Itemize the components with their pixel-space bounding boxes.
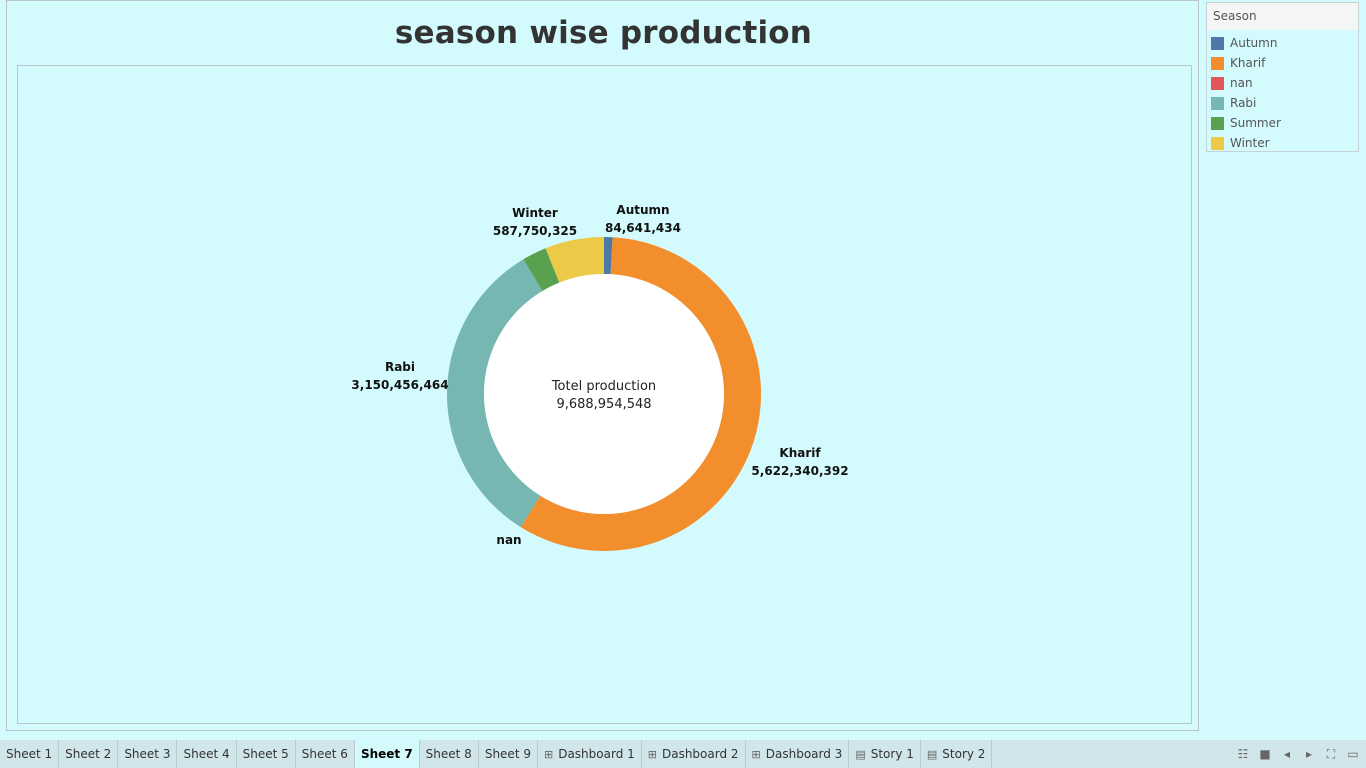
center-value: 9,688,954,548: [556, 397, 651, 412]
story-icon: ▤: [926, 747, 938, 761]
fit-screen-icon[interactable]: ⛶: [1326, 746, 1336, 761]
tab-controls: ☷ ■ ◂ ▸ ⛶ ▭: [1236, 740, 1360, 768]
tab-story-2[interactable]: ▤ Story 2: [921, 740, 993, 768]
legend-label: Summer: [1230, 116, 1281, 130]
tab-story-1[interactable]: ▤ Story 1: [849, 740, 921, 768]
center-label: Totel production: [551, 379, 656, 394]
slice-rabi[interactable]: [446, 259, 543, 528]
story-icon: ▤: [855, 747, 866, 761]
legend-swatch: [1211, 36, 1224, 50]
legend-item-summer[interactable]: Summer: [1207, 113, 1358, 133]
slice-value-autumn: 84,641,434: [605, 221, 681, 235]
tab-label: Sheet 9: [484, 747, 531, 761]
tab-label: Dashboard 3: [765, 747, 843, 761]
slice-label-nan: nan: [496, 533, 521, 547]
tab-label: Sheet 2: [65, 747, 112, 761]
legend-item-kharif[interactable]: Kharif: [1207, 53, 1358, 73]
tab-label: Dashboard 1: [558, 747, 635, 761]
legend-swatch: [1211, 96, 1224, 110]
donut-chart: Autumn 84,641,434 Kharif 5,622,340,392 nan Ra…: [351, 203, 849, 552]
legend-swatch: [1211, 136, 1224, 150]
next-sheet-icon[interactable]: ▸: [1305, 747, 1313, 761]
legend-title: Season: [1207, 3, 1358, 30]
slice-value-kharif: 5,622,340,392: [751, 464, 848, 478]
tab-label: Dashboard 2: [661, 747, 739, 761]
legend-label: Winter: [1230, 136, 1270, 150]
presentation-mode-icon[interactable]: ▭: [1347, 747, 1359, 761]
legend-item-rabi[interactable]: Rabi: [1207, 93, 1358, 113]
tab-sheet-9[interactable]: Sheet 9: [479, 740, 538, 768]
legend-item-winter[interactable]: Winter: [1207, 133, 1358, 153]
legend-item-autumn[interactable]: Autumn: [1207, 33, 1358, 53]
previous-sheet-icon[interactable]: ◂: [1283, 747, 1291, 761]
dashboard-icon: ⊞: [647, 747, 657, 761]
tab-sheet-4[interactable]: Sheet 4: [177, 740, 237, 768]
tab-label: Sheet 3: [124, 747, 171, 761]
legend[interactable]: Season Autumn Kharif nan Rabi Summer Winter: [1206, 2, 1359, 152]
tab-sheet-5[interactable]: Sheet 5: [237, 740, 296, 768]
tab-dashboard-1[interactable]: ⊞ Dashboard 1: [538, 740, 642, 768]
show-filmstrip-icon[interactable]: ☷: [1237, 747, 1249, 761]
slice-value-winter: 587,750,325: [493, 224, 577, 238]
slice-kharif[interactable]: [520, 237, 762, 552]
slice-value-rabi: 3,150,456,464: [351, 378, 448, 392]
legend-label: Autumn: [1230, 36, 1278, 50]
legend-label: Rabi: [1230, 96, 1257, 110]
slice-label-rabi: Rabi: [385, 360, 415, 374]
plot-area: Autumn 84,641,434 Kharif 5,622,340,392 nan Ra…: [17, 65, 1192, 724]
donut-hole: [484, 274, 724, 514]
chart-title: season wise production: [394, 15, 813, 51]
tab-sheet-6[interactable]: Sheet 6: [296, 740, 355, 768]
slice-summer[interactable]: [523, 248, 560, 292]
tab-sheet-8[interactable]: Sheet 8: [420, 740, 479, 768]
dashboard-icon: ⊞: [543, 747, 554, 761]
show-tabs-icon[interactable]: ■: [1259, 747, 1271, 761]
tab-label: Sheet 7: [360, 747, 413, 761]
dashboard-icon: ⊞: [751, 747, 761, 761]
legend-swatch: [1211, 56, 1224, 70]
slice-label-winter: Winter: [512, 206, 558, 220]
worksheet: season wise production Autumn 84,641,434 K…: [6, 0, 1199, 731]
tab-label: Sheet 1: [6, 747, 53, 761]
slice-label-autumn: Autumn: [616, 203, 669, 217]
tab-dashboard-2[interactable]: ⊞ Dashboard 2: [642, 740, 746, 768]
legend-label: nan: [1230, 76, 1253, 90]
tab-label: Story 1: [870, 747, 914, 761]
legend-item-nan[interactable]: nan: [1207, 73, 1358, 93]
tab-sheet-1[interactable]: Sheet 1: [0, 740, 60, 768]
tab-label: Sheet 8: [425, 747, 472, 761]
tab-dashboard-3[interactable]: ⊞ Dashboard 3: [746, 740, 850, 768]
slice-winter[interactable]: [545, 237, 604, 283]
tab-sheet-3[interactable]: Sheet 3: [118, 740, 178, 768]
tab-label: Sheet 6: [301, 747, 348, 761]
legend-swatch: [1211, 76, 1224, 90]
tab-label: Sheet 5: [242, 747, 289, 761]
tab-sheet-7[interactable]: Sheet 7: [354, 740, 420, 768]
sheet-tab-bar: Sheet 1 Sheet 2 Sheet 3 Sheet 4 Sheet 5 Sheet…: [0, 740, 1366, 768]
legend-label: Kharif: [1230, 56, 1266, 70]
tab-label: Story 2: [942, 747, 986, 761]
tab-sheet-2[interactable]: Sheet 2: [59, 740, 119, 768]
slice-label-kharif: Kharif: [779, 446, 821, 460]
legend-swatch: [1211, 116, 1224, 130]
tab-label: Sheet 4: [183, 747, 230, 761]
slice-autumn[interactable]: [604, 237, 613, 275]
